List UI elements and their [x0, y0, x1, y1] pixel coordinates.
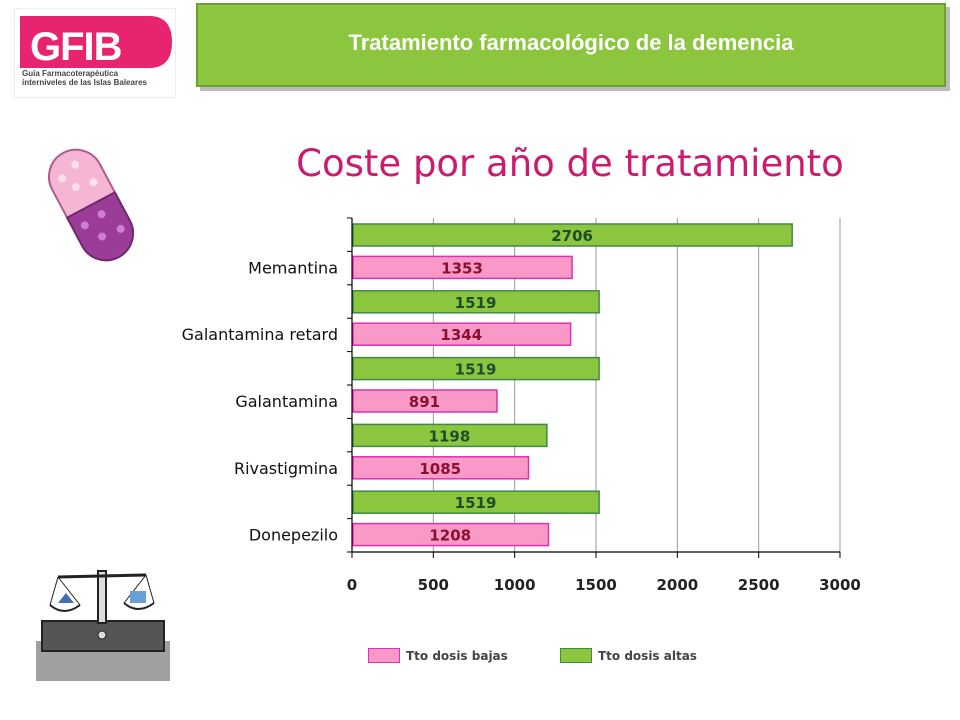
x-tick-label: 3000	[819, 576, 861, 594]
bar-low-2	[352, 389, 498, 413]
chart-tick-labels: 0 500 1000 1500 2000 2500 3000	[347, 576, 861, 594]
bar-low-label: 1344	[440, 326, 482, 344]
bar-high-label: 1198	[429, 427, 471, 445]
x-tick-label: 1000	[494, 576, 536, 594]
bar-high-0	[352, 223, 793, 247]
bar-low-label: 1085	[419, 460, 461, 478]
chart-bars: 2706 1353 1519 1344 1519 891 1198 1085 1519 1208	[352, 223, 793, 547]
bar-high-2	[352, 356, 600, 381]
x-tick-label: 500	[418, 576, 449, 594]
logo-subtitle: Guia Farmacoterapèutica interniveles de …	[22, 69, 147, 87]
category-label: Donepezilo	[249, 526, 338, 545]
chart-axes	[347, 217, 841, 558]
bar-high-label: 2706	[551, 227, 593, 245]
bar-low-label: 1208	[429, 527, 471, 545]
x-tick-label: 2000	[656, 576, 698, 594]
bar-high-label: 1519	[455, 294, 497, 312]
category-label: Rivastigmina	[234, 459, 338, 478]
chart-title: Coste por año de tratamiento	[296, 142, 844, 185]
category-label: Memantina	[248, 258, 338, 277]
category-label: Galantamina retard	[182, 325, 338, 344]
bar-high-label: 1519	[455, 494, 497, 512]
x-tick-label: 0	[347, 576, 357, 594]
balance-scale-icon	[36, 570, 170, 681]
logo-subtitle-line1: Guia Farmacoterapèutica	[22, 69, 119, 78]
x-tick-label: 2500	[738, 576, 780, 594]
bar-low-label: 891	[409, 393, 440, 411]
legend-swatch-low	[368, 648, 400, 663]
bar-low-4	[352, 522, 550, 547]
bar-low-1	[352, 322, 572, 346]
header-bar	[196, 3, 946, 87]
legend-label-high: Tto dosis altas	[598, 649, 697, 663]
bar-high-4	[352, 490, 600, 514]
chart-category-labels: Memantina Galantamina retard Galantamina Ri…	[182, 258, 338, 544]
legend-swatch-high	[560, 648, 592, 663]
bar-high-1	[352, 290, 600, 314]
bar-low-3	[352, 456, 530, 480]
legend-label-low: Tto dosis bajas	[406, 649, 508, 663]
category-label: Galantamina	[235, 392, 338, 411]
bar-low-label: 1353	[441, 259, 483, 277]
logo-subtitle-line2: interniveles de las Islas Baleares	[22, 78, 147, 87]
pill-capsule-icon	[47, 148, 135, 262]
bar-high-label: 1519	[455, 361, 497, 379]
logo-text: GFIB	[30, 25, 122, 69]
bar-high-3	[352, 423, 548, 448]
gfib-logo: GFIB	[14, 8, 176, 98]
header-title: Tratamiento farmacológico de la demencia	[348, 30, 794, 55]
x-tick-label: 1500	[575, 576, 617, 594]
bar-low-0	[352, 255, 573, 280]
